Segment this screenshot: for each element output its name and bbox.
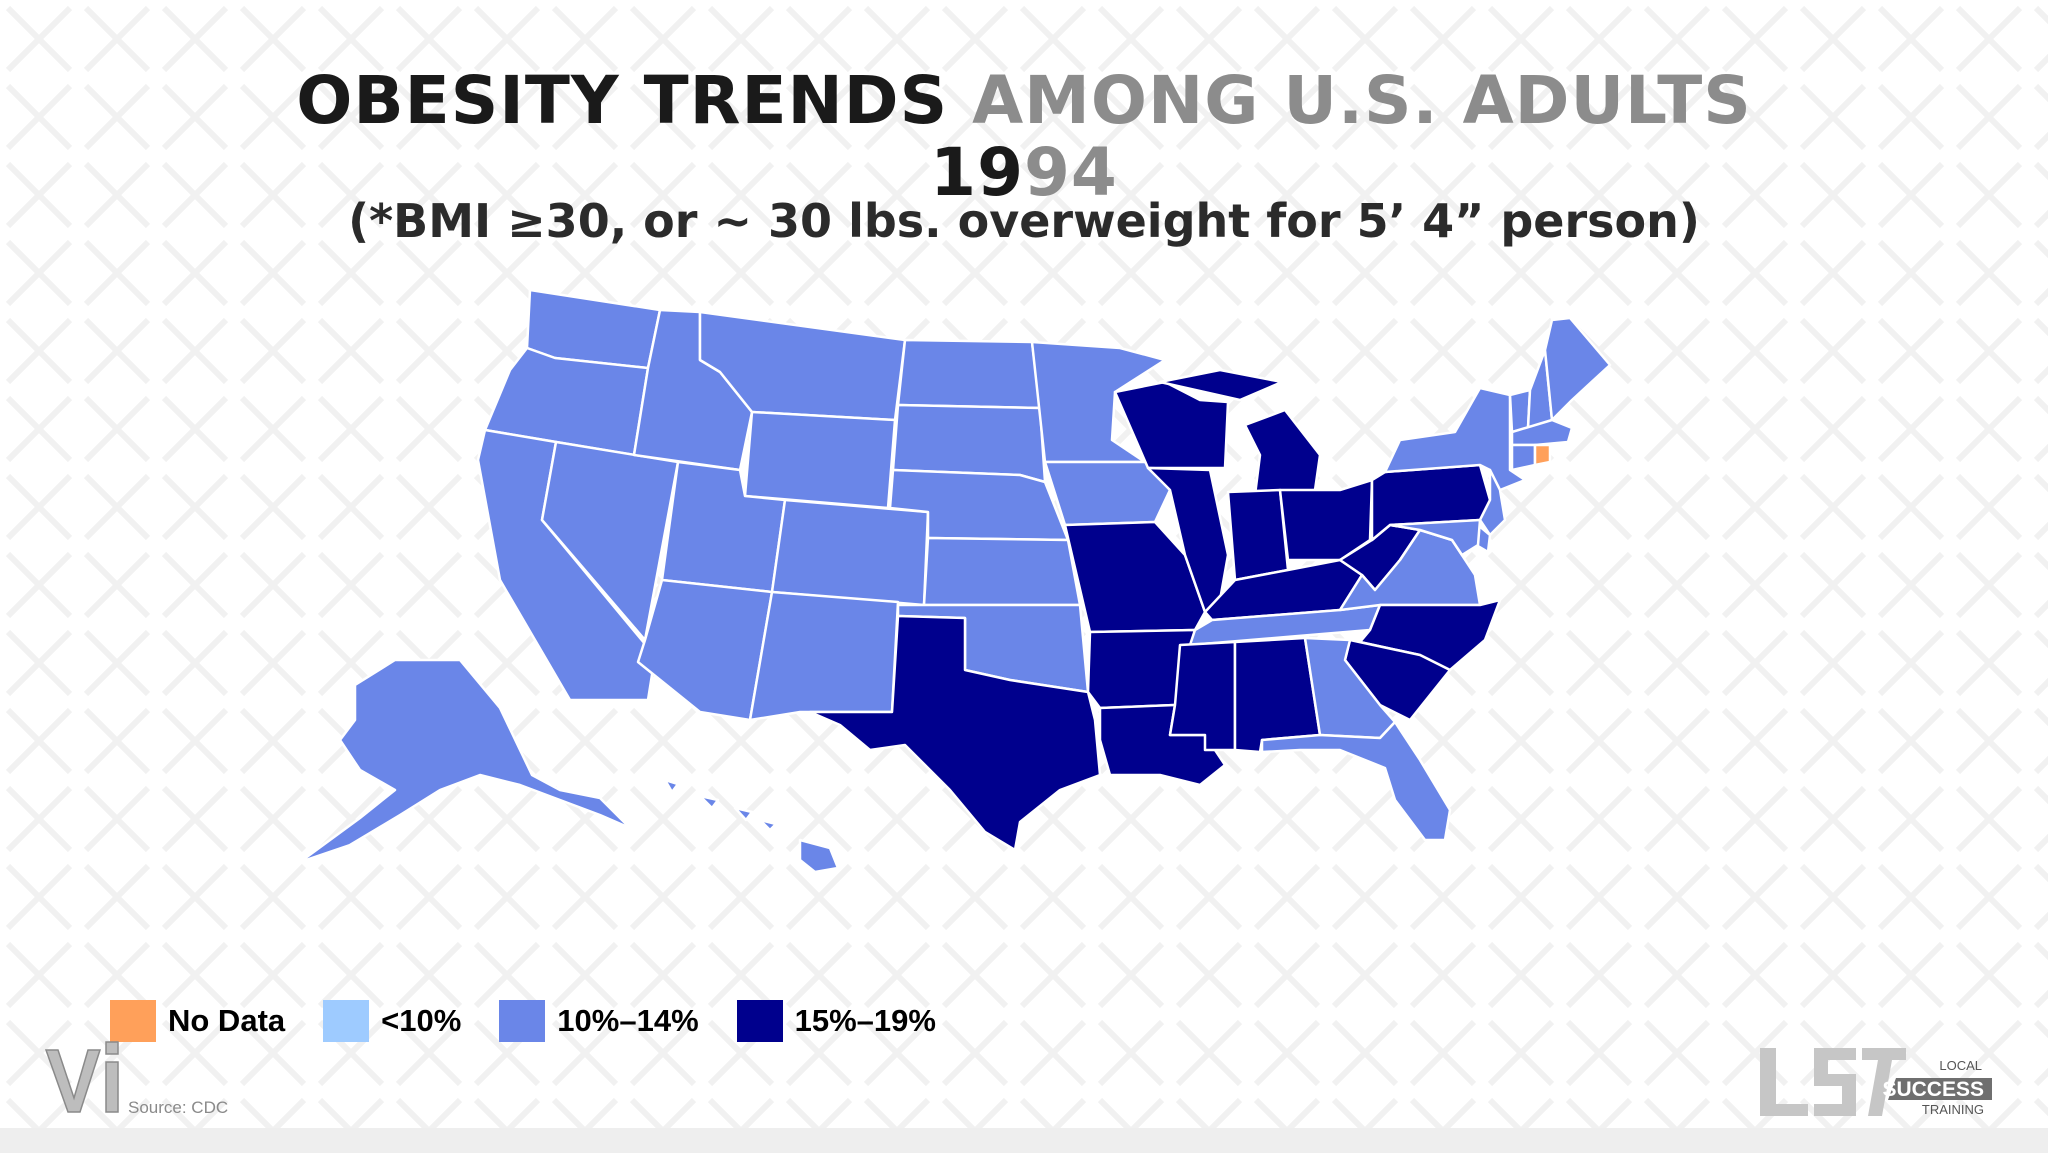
state-TX: [808, 614, 1102, 852]
lst-logo-mark: LOCAL SUCCESS TRAINING: [1760, 1048, 1992, 1117]
vi-logo: [44, 1041, 119, 1113]
title-dark-part: OBESITY TRENDS: [296, 62, 949, 139]
title-gray-part: AMONG U.S. ADULTS: [948, 62, 1752, 139]
state-ND: [896, 338, 1042, 410]
page-title: OBESITY TRENDS AMONG U.S. ADULTS: [0, 62, 2048, 140]
state-MS: [1168, 640, 1237, 752]
state-ME: [1543, 316, 1612, 422]
title-year: 1994: [0, 138, 2048, 208]
legend-item-15-19: 15%–19%: [736, 1000, 936, 1042]
state-AK: [298, 658, 632, 864]
legend-item-no-data: No Data: [110, 1000, 285, 1042]
lst-logo: LOCAL SUCCESS TRAINING: [1756, 1044, 1996, 1120]
lst-logo-main: SUCCESS: [1882, 1078, 1984, 1101]
lst-logo-bottom: TRAINING: [1922, 1102, 1984, 1117]
subtitle: (*BMI ≥30, or ~ 30 lbs. overweight for 5…: [348, 194, 1700, 248]
state-HI: [663, 778, 840, 874]
legend-swatch: [499, 1000, 546, 1042]
legend-swatch: [110, 1000, 156, 1042]
state-FL: [1260, 720, 1452, 842]
state-KS: [922, 536, 1082, 607]
legend-label: 15%–19%: [794, 1003, 936, 1038]
legend: No Data <10% 10%–14% 15%–19%: [110, 1000, 974, 1042]
state-WY: [743, 410, 897, 510]
state-CT: [1510, 443, 1537, 472]
legend-label: <10%: [381, 1003, 462, 1038]
state-AZ: [636, 578, 774, 722]
state-CO: [770, 498, 930, 607]
source-note: Source: CDC: [128, 1098, 229, 1117]
state-RI: [1533, 443, 1552, 467]
legend-label: 10%–14%: [557, 1003, 699, 1038]
year-dark-part: 19: [930, 134, 1024, 211]
state-NM: [748, 590, 900, 722]
legend-item-10-14: 10%–14%: [499, 1000, 699, 1042]
state-IA: [1043, 460, 1172, 527]
year-gray-part: 94: [1024, 134, 1118, 211]
legend-item-under-10: <10%: [323, 1000, 461, 1042]
state-NY: [1383, 386, 1527, 492]
state-MD: [1388, 518, 1482, 557]
footer-bar: [0, 1128, 2048, 1153]
legend-swatch: [323, 1000, 370, 1042]
lst-logo-top: LOCAL: [1939, 1058, 1982, 1073]
legend-swatch: [736, 1000, 783, 1042]
legend-label: No Data: [168, 1003, 286, 1038]
state-IN: [1226, 488, 1290, 582]
